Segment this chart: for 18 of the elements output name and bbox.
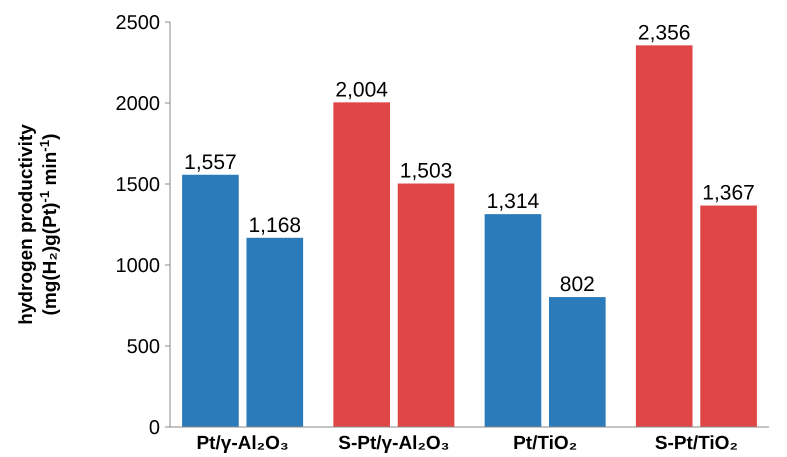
data-label: 1,168 bbox=[248, 214, 302, 237]
x-tick-label: Pt/γ-Al₂O₃ bbox=[196, 433, 289, 454]
data-label: 1,557 bbox=[184, 150, 237, 174]
data-label: 2,004 bbox=[335, 78, 388, 102]
y-tick-label: 500 bbox=[126, 336, 160, 358]
data-label: 1,314 bbox=[486, 190, 540, 214]
x-tick-label: S-Pt/TiO₂ bbox=[654, 433, 738, 454]
data-label: 1,367 bbox=[702, 182, 755, 205]
y-tick-label: 1500 bbox=[116, 174, 160, 196]
y-tick-label: 2500 bbox=[116, 12, 160, 34]
x-tick-label: Pt/TiO₂ bbox=[513, 433, 578, 454]
data-label: 1,503 bbox=[400, 160, 452, 183]
x-tick-label: S-Pt/γ-Al₂O₃ bbox=[338, 433, 450, 454]
y-tick-label: 1000 bbox=[116, 255, 160, 277]
data-label: 2,356 bbox=[638, 21, 690, 44]
y-tick-label: 0 bbox=[148, 417, 160, 439]
y-tick-label: 2000 bbox=[116, 93, 160, 115]
data-label: 802 bbox=[560, 273, 595, 296]
